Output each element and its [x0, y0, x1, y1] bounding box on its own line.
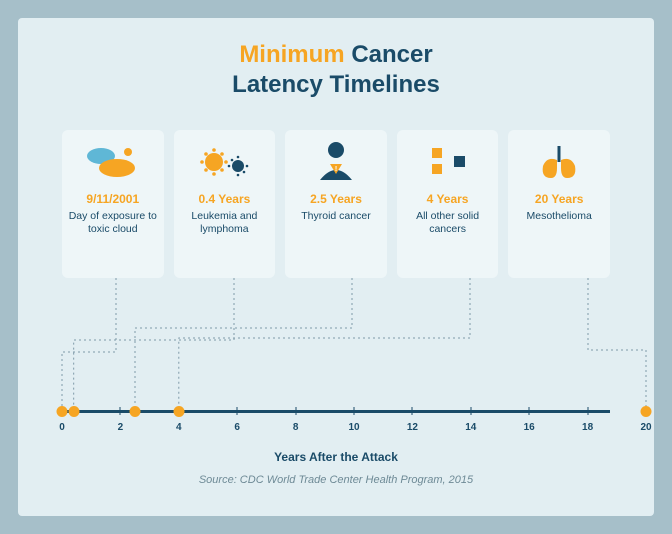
axis-marker: [68, 406, 79, 417]
axis-area: 02468101214161820 Years After the Attack: [62, 370, 610, 490]
axis-marker: [57, 406, 68, 417]
panel: Minimum CancerLatency Timelines 9/11/200…: [18, 18, 654, 516]
axis-tick: [412, 407, 413, 415]
axis-tick: [587, 407, 588, 415]
svg-text:!: !: [335, 166, 337, 173]
cloud-icon: [81, 140, 145, 184]
axis-marker: [130, 406, 141, 417]
card-headline: 4 Years: [427, 192, 469, 206]
axis-tick: [295, 407, 296, 415]
page-title: Minimum CancerLatency Timelines: [18, 18, 654, 100]
card-exposure: 9/11/2001 Day of exposure to toxic cloud: [62, 130, 164, 278]
axis-tick: [354, 407, 355, 415]
card-sub: Thyroid cancer: [301, 210, 370, 223]
squares-icon: [416, 140, 480, 184]
card-headline: 20 Years: [535, 192, 584, 206]
card-sub: All other solid cancers: [403, 210, 493, 236]
axis-tick-label: 18: [582, 422, 593, 433]
card-leukemia: 0.4 Years Leukemia and lymphoma: [174, 130, 276, 278]
axis-marker: [173, 406, 184, 417]
axis-tick-label: 12: [407, 422, 418, 433]
axis-tick-label: 16: [524, 422, 535, 433]
axis-marker: [641, 406, 652, 417]
card-sub: Mesothelioma: [526, 210, 591, 223]
axis-tick-label: 4: [176, 422, 182, 433]
source-text: Source: CDC World Trade Center Health Pr…: [18, 474, 654, 486]
title-accent: Minimum: [239, 41, 344, 68]
card-mesothelioma: 20 Years Mesothelioma: [508, 130, 610, 278]
axis-tick: [529, 407, 530, 415]
thyroid-icon: !: [304, 140, 368, 184]
axis-tick-label: 10: [348, 422, 359, 433]
card-headline: 9/11/2001: [86, 192, 139, 206]
axis-tick-label: 6: [234, 422, 240, 433]
axis-tick: [470, 407, 471, 415]
axis-tick-label: 20: [640, 422, 651, 433]
card-thyroid: ! 2.5 Years Thyroid cancer: [285, 130, 387, 278]
card-headline: 0.4 Years: [198, 192, 250, 206]
axis-tick-label: 8: [293, 422, 299, 433]
outer-canvas: Minimum CancerLatency Timelines 9/11/200…: [0, 0, 672, 534]
axis-title: Years After the Attack: [62, 450, 610, 464]
axis-tick-label: 0: [59, 422, 65, 433]
card-sub: Leukemia and lymphoma: [180, 210, 270, 236]
lungs-icon: [527, 140, 591, 184]
axis-tick: [120, 407, 121, 415]
card-sub: Day of exposure to toxic cloud: [68, 210, 158, 236]
card-solid: 4 Years All other solid cancers: [397, 130, 499, 278]
card-headline: 2.5 Years: [310, 192, 362, 206]
axis-tick: [237, 407, 238, 415]
cards-row: 9/11/2001 Day of exposure to toxic cloud…: [62, 130, 610, 278]
axis-tick-label: 14: [465, 422, 476, 433]
axis-tick-label: 2: [118, 422, 124, 433]
virus-icon: [192, 140, 256, 184]
